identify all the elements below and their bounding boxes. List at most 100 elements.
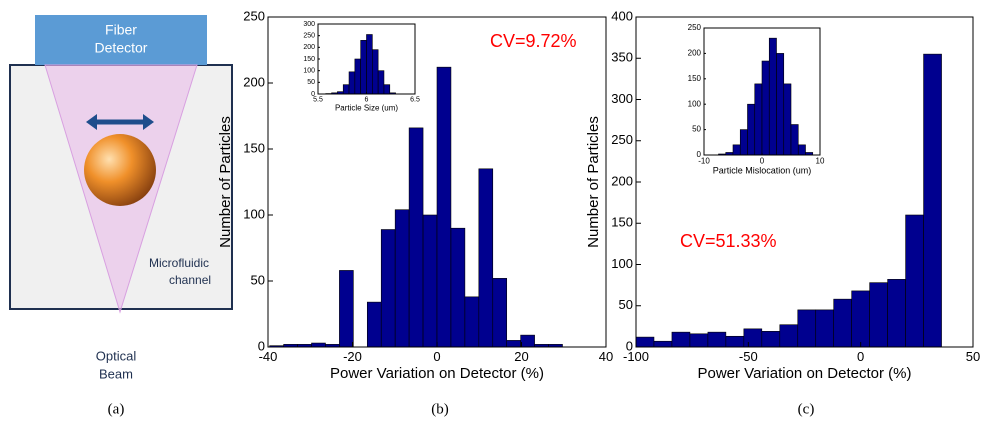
bar [783,83,792,156]
y-tick-label: 250 [688,23,702,32]
bar [923,53,942,348]
bar [779,324,799,348]
bar [851,290,870,348]
bar [747,103,756,156]
arrow-head [86,114,97,130]
bar [768,37,777,156]
annotation: CV=51.33% [680,231,777,251]
y-tick-label: 200 [688,49,702,58]
bar [761,60,770,156]
y-tick-label: 300 [303,21,315,28]
y-tick-label: 100 [688,99,702,108]
x-tick-label: 6.5 [410,96,420,103]
y-tick-label: 250 [303,33,315,40]
bar [506,340,521,348]
particle [84,134,156,206]
caption: (b) [431,401,449,417]
y-tick-label: 200 [611,173,633,188]
y-tick-label: 400 [611,8,633,23]
x-tick-label: 40 [599,349,613,364]
bar [492,278,508,348]
caption: (c) [798,401,815,417]
bar [354,58,361,95]
x-tick-label: 0 [857,349,864,364]
bar [450,227,466,348]
bar [797,144,806,156]
bar [366,34,373,95]
y-tick-label: 150 [303,56,315,63]
x-axis-label: Particle Size (um) [335,104,398,113]
caption: (a) [108,401,125,417]
fiber-detector [35,15,207,65]
x-tick-label: 20 [514,349,528,364]
bar [464,296,480,348]
y-tick-label: 50 [692,125,701,134]
arrow-head [143,114,154,130]
x-tick-label: -20 [343,349,362,364]
x-axis-label: Power Variation on Detector (%) [698,365,912,382]
y-tick-label: 150 [611,215,633,230]
x-tick-label: -100 [623,349,649,364]
bar [408,127,424,348]
y-tick-label: 150 [243,140,265,155]
chart: 0 50 100 150 200 250 300 5.5 6 6.5 Particle Size (… [303,21,420,113]
bar [342,84,350,95]
bar [739,129,748,156]
bar [743,328,763,348]
bar [372,49,379,95]
x-tick-label: -50 [739,349,758,364]
bar [422,214,438,348]
x-tick-label: 5.5 [313,96,323,103]
bar [394,209,410,348]
y-tick-label: 200 [303,44,315,51]
y-tick-label: 100 [611,256,633,271]
y-tick-label: 50 [251,272,265,287]
bar [887,279,906,348]
y-tick-label: 50 [619,297,633,312]
x-axis-label: Power Variation on Detector (%) [330,365,544,382]
bar [520,334,535,348]
bar [689,333,709,348]
x-tick-label: -10 [698,157,710,166]
y-axis-label: Number of Particles [217,116,234,248]
bar [725,335,745,348]
bar [360,40,367,95]
y-axis-label: Number of Particles [585,116,602,248]
bar [671,331,691,348]
bar [797,309,817,348]
y-tick-label: 0 [697,150,702,159]
y-tick-label: 200 [243,74,265,89]
channel-label: channel [169,273,211,287]
bar [383,84,391,95]
diagram: Fiber Detector Microfluidic channel Opti… [9,15,233,381]
bar [380,229,396,348]
bar [311,342,326,348]
x-axis-label: Particle Mislocation (um) [713,166,812,176]
y-tick-label: 250 [611,132,633,147]
bar [348,71,356,95]
y-tick-label: 100 [243,206,265,221]
x-tick-label: 50 [966,349,980,364]
y-tick-label: 50 [307,79,315,86]
bar [905,214,924,348]
y-tick-label: 0 [311,91,315,98]
bar [436,66,452,348]
bar [377,70,385,95]
x-tick-label: 0 [760,157,765,166]
y-tick-label: 0 [258,338,265,353]
bar [339,270,354,348]
detector-label: Fiber [105,22,137,38]
bar [754,83,763,156]
bar [478,168,494,348]
y-tick-label: 100 [303,68,315,75]
x-tick-label: 6 [365,96,369,103]
bar [653,340,673,348]
y-tick-label: 350 [611,50,633,65]
beam-label: Optical [96,348,137,363]
x-tick-label: 0 [433,349,440,364]
bar [833,298,852,348]
x-tick-label: -40 [259,349,278,364]
